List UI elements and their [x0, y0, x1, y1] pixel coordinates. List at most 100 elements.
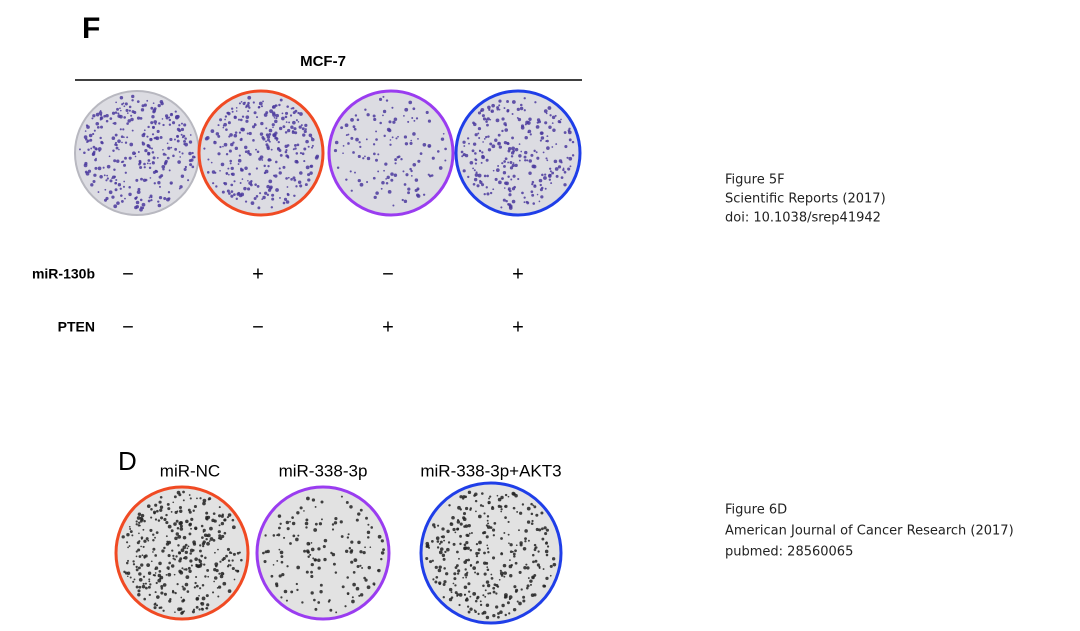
colony	[119, 95, 124, 100]
colony	[124, 156, 127, 160]
colony	[426, 544, 430, 548]
culture-dish	[74, 90, 200, 216]
colony	[526, 586, 529, 590]
colony	[459, 508, 463, 511]
colony	[341, 585, 345, 589]
colony	[263, 164, 266, 168]
dish-plate	[327, 89, 455, 217]
colony	[283, 536, 286, 539]
colony	[230, 107, 234, 110]
colony	[244, 166, 248, 171]
colony	[285, 200, 290, 204]
colony	[301, 152, 305, 156]
colony	[458, 603, 461, 607]
colony	[318, 522, 323, 526]
colony	[158, 195, 163, 200]
colony	[174, 611, 176, 613]
colony	[512, 607, 517, 612]
colony	[294, 147, 297, 150]
colony	[182, 499, 185, 502]
colony	[357, 540, 361, 545]
colony	[188, 522, 192, 526]
colony	[162, 168, 165, 171]
colony	[463, 543, 467, 547]
colony	[224, 115, 228, 118]
colony	[155, 136, 158, 140]
colony	[482, 505, 485, 508]
colony	[223, 182, 228, 186]
colony	[307, 173, 311, 177]
colony	[554, 114, 557, 117]
colony	[282, 201, 286, 205]
colony	[240, 192, 245, 197]
colony	[198, 594, 200, 597]
group-label: miR-338-3p	[279, 461, 368, 480]
colony	[482, 141, 484, 143]
colony	[181, 610, 185, 614]
colony	[239, 118, 243, 122]
colony	[189, 559, 193, 563]
colony	[108, 155, 111, 158]
colony	[498, 108, 501, 111]
colony	[540, 136, 545, 140]
colony	[373, 195, 377, 200]
colony	[498, 104, 501, 107]
colony	[477, 514, 482, 519]
colony	[534, 101, 537, 104]
colony	[444, 147, 447, 151]
colony	[464, 573, 468, 577]
colony	[463, 585, 468, 590]
colony	[123, 116, 126, 119]
colony	[275, 188, 279, 192]
colony	[103, 198, 108, 202]
colony	[545, 553, 549, 557]
colony	[551, 115, 556, 120]
colony	[147, 585, 151, 589]
colony	[190, 517, 194, 521]
colony	[97, 166, 102, 171]
colony	[138, 577, 143, 582]
colony	[446, 547, 450, 552]
colony	[457, 569, 461, 573]
colony	[523, 155, 527, 159]
colony	[552, 128, 556, 132]
colony	[485, 524, 488, 527]
colony	[501, 117, 505, 121]
colony	[473, 177, 478, 182]
colony	[262, 551, 265, 555]
colony	[359, 550, 363, 554]
colony	[355, 518, 359, 522]
colony	[229, 162, 232, 165]
colony	[228, 149, 232, 153]
colony	[533, 505, 537, 509]
colony	[198, 608, 201, 611]
colony	[149, 162, 151, 165]
colony	[485, 135, 488, 139]
colony	[541, 173, 544, 177]
colony	[385, 99, 389, 102]
colony	[134, 205, 138, 210]
colony	[482, 117, 487, 121]
colony	[113, 168, 116, 172]
colony	[450, 522, 452, 525]
colony	[250, 201, 255, 205]
colony	[279, 196, 281, 199]
colony	[259, 192, 262, 195]
colony	[242, 102, 246, 106]
colony	[525, 563, 528, 566]
colony	[483, 193, 486, 196]
caption-line: Figure 6D	[725, 503, 787, 518]
colony	[486, 192, 490, 196]
colony	[432, 523, 436, 527]
colony	[134, 152, 137, 155]
colony	[148, 593, 151, 597]
colony	[173, 495, 177, 499]
colony	[312, 557, 315, 560]
colony	[198, 559, 202, 564]
colony	[501, 129, 504, 133]
colony	[549, 574, 552, 577]
colony	[169, 598, 172, 601]
colony	[104, 188, 107, 191]
colony	[199, 549, 202, 553]
colony	[442, 596, 445, 599]
